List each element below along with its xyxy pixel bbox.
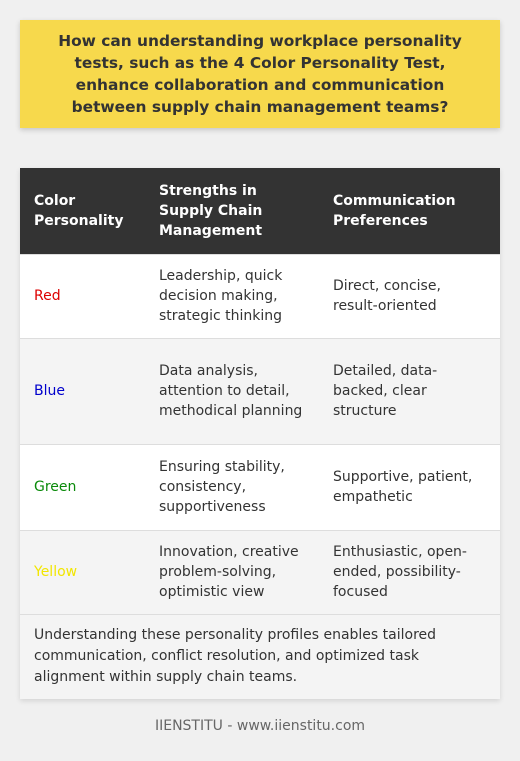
header-communication: Communication Preferences [319, 168, 500, 254]
strengths-cell: Innovation, creative problem-solving, op… [145, 529, 319, 614]
communication-cell: Detailed, data-backed, clear structure [319, 337, 500, 444]
table-row: Blue Data analysis, attention to detail,… [20, 337, 500, 444]
color-name-blue: Blue [20, 337, 145, 444]
table-header-row: Color Personality Strengths in Supply Ch… [20, 168, 500, 254]
color-name-green: Green [20, 443, 145, 530]
header-strengths: Strengths in Supply Chain Management [145, 168, 319, 254]
communication-cell: Enthusiastic, open-ended, possibility-fo… [319, 529, 500, 614]
communication-cell: Direct, concise, result-oriented [319, 253, 500, 338]
footer-credit: IIENSTITU - www.iienstitu.com [154, 718, 366, 734]
question-box: How can understanding workplace personal… [20, 20, 500, 128]
question-text: How can understanding workplace personal… [58, 32, 462, 116]
strengths-cell: Ensuring stability, consistency, support… [145, 443, 319, 530]
table-row: Red Leadership, quick decision making, s… [20, 253, 500, 338]
color-name-red: Red [20, 253, 145, 338]
table-row: Yellow Innovation, creative problem-solv… [20, 529, 500, 614]
color-name-yellow: Yellow [20, 529, 145, 614]
strengths-cell: Leadership, quick decision making, strat… [145, 253, 319, 338]
summary-row: Understanding these personality profiles… [20, 613, 500, 699]
personality-table: Color Personality Strengths in Supply Ch… [20, 168, 500, 699]
summary-text: Understanding these personality profiles… [20, 613, 500, 699]
strengths-cell: Data analysis, attention to detail, meth… [145, 337, 319, 444]
communication-cell: Supportive, patient, empathetic [319, 443, 500, 530]
table-row: Green Ensuring stability, consistency, s… [20, 443, 500, 530]
header-color-personality: Color Personality [20, 168, 145, 254]
